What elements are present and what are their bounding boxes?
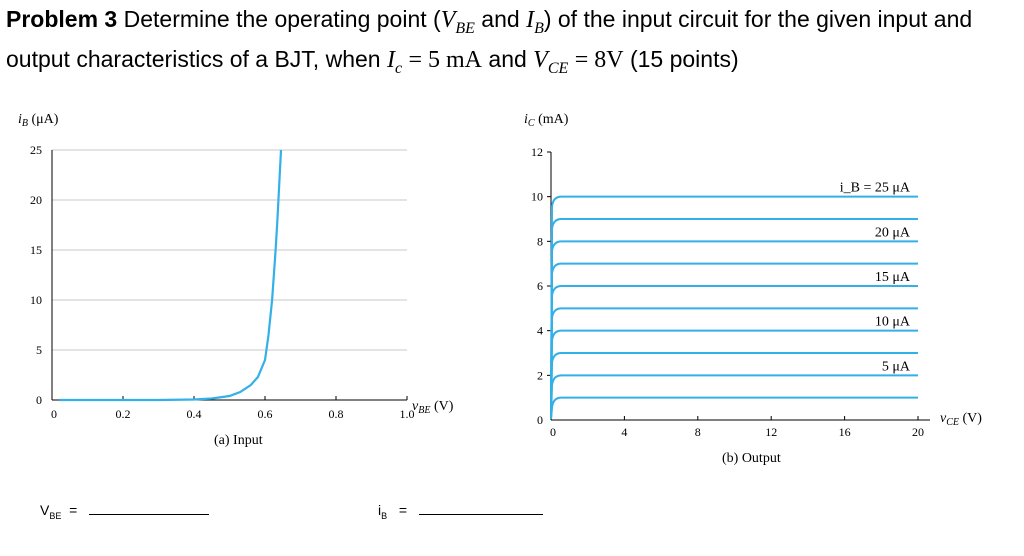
output-xtick-label: 4 (621, 425, 627, 439)
vbe-answer-sub: BE (49, 510, 62, 521)
output-caption: (b) Output (722, 451, 781, 466)
problem-number: Problem 3 (6, 6, 118, 32)
output-series-label: 5 μA (882, 359, 911, 374)
problem-text-and: and (474, 6, 527, 32)
ib-symbol: IB (526, 7, 544, 37)
output-xtick-label: 16 (839, 425, 851, 439)
ib-answer-field[interactable]: iB = (378, 502, 543, 521)
problem-statement: Problem 3 Determine the operating point … (6, 4, 1016, 84)
output-ytick-label: 0 (537, 413, 543, 427)
input-curve-line (59, 149, 283, 402)
input-ytick-label: 5 (36, 343, 42, 357)
output-series-label: i_B = 25 μA (840, 181, 911, 196)
input-xtick-label: 0.8 (329, 407, 344, 421)
output-curve-line (550, 307, 918, 420)
output-series-label: 20 μA (875, 225, 911, 240)
output-xlabel: vCE (V) (940, 411, 982, 428)
input-xtick-label: 0.2 (116, 407, 131, 421)
output-xtick-label: 12 (765, 425, 777, 439)
input-xtick-label: 0.4 (187, 407, 202, 421)
problem-points: (15 points) (623, 45, 739, 72)
problem-text-2: ) of the input circuit for the given inp… (6, 6, 973, 72)
output-series-label: 10 μA (875, 315, 911, 330)
output-ytick-label: 8 (537, 234, 543, 248)
ib-answer-blank[interactable] (418, 504, 543, 515)
ic-value: = 5 mA (408, 46, 483, 73)
input-xtick-label: 1.0 (400, 407, 415, 421)
input-ytick-label: 15 (30, 243, 42, 257)
vbe-answer-label: V (40, 502, 50, 518)
output-ytick-label: 6 (537, 279, 543, 293)
input-ytick-label: 20 (30, 193, 42, 207)
output-curve-line (550, 352, 918, 420)
input-ytick-label: 25 (30, 143, 42, 157)
input-xtick-label: 0 (51, 407, 57, 421)
problem-text-and2: and (482, 45, 534, 72)
input-xtick-label: 0.6 (258, 407, 273, 421)
vbe-equals: = (69, 502, 78, 518)
output-curve-line (550, 195, 918, 420)
output-ylabel: iC (mA) (524, 112, 569, 129)
vbe-answer-field[interactable]: VBE = (40, 502, 209, 521)
input-ytick-label: 10 (30, 293, 42, 307)
vce-value: = 8V (574, 46, 624, 73)
output-xtick-label: 0 (550, 425, 556, 439)
ib-answer-sub: B (381, 510, 388, 521)
output-series-label: 15 μA (875, 270, 911, 285)
vce-symbol: VCE (533, 46, 569, 77)
output-ytick-label: 4 (537, 324, 543, 338)
output-xtick-label: 20 (912, 425, 924, 439)
output-curve-line (550, 218, 918, 420)
vbe-symbol: VBE (440, 7, 475, 37)
output-ytick-label: 2 (537, 368, 543, 382)
input-ytick-label: 0 (36, 393, 42, 407)
input-ylabel: iB (μA) (18, 112, 59, 129)
ib-equals: = (398, 502, 407, 518)
problem-text-1: Determine the operating point ( (123, 6, 441, 32)
vbe-answer-blank[interactable] (89, 504, 209, 515)
ib-answer-label: i (378, 502, 382, 518)
output-curve-line (550, 396, 918, 420)
input-caption: (a) Input (214, 433, 263, 448)
output-ytick-label: 12 (531, 145, 543, 159)
ic-symbol: Ic (386, 46, 403, 77)
output-xtick-label: 8 (695, 425, 701, 439)
output-ytick-label: 10 (531, 190, 543, 204)
